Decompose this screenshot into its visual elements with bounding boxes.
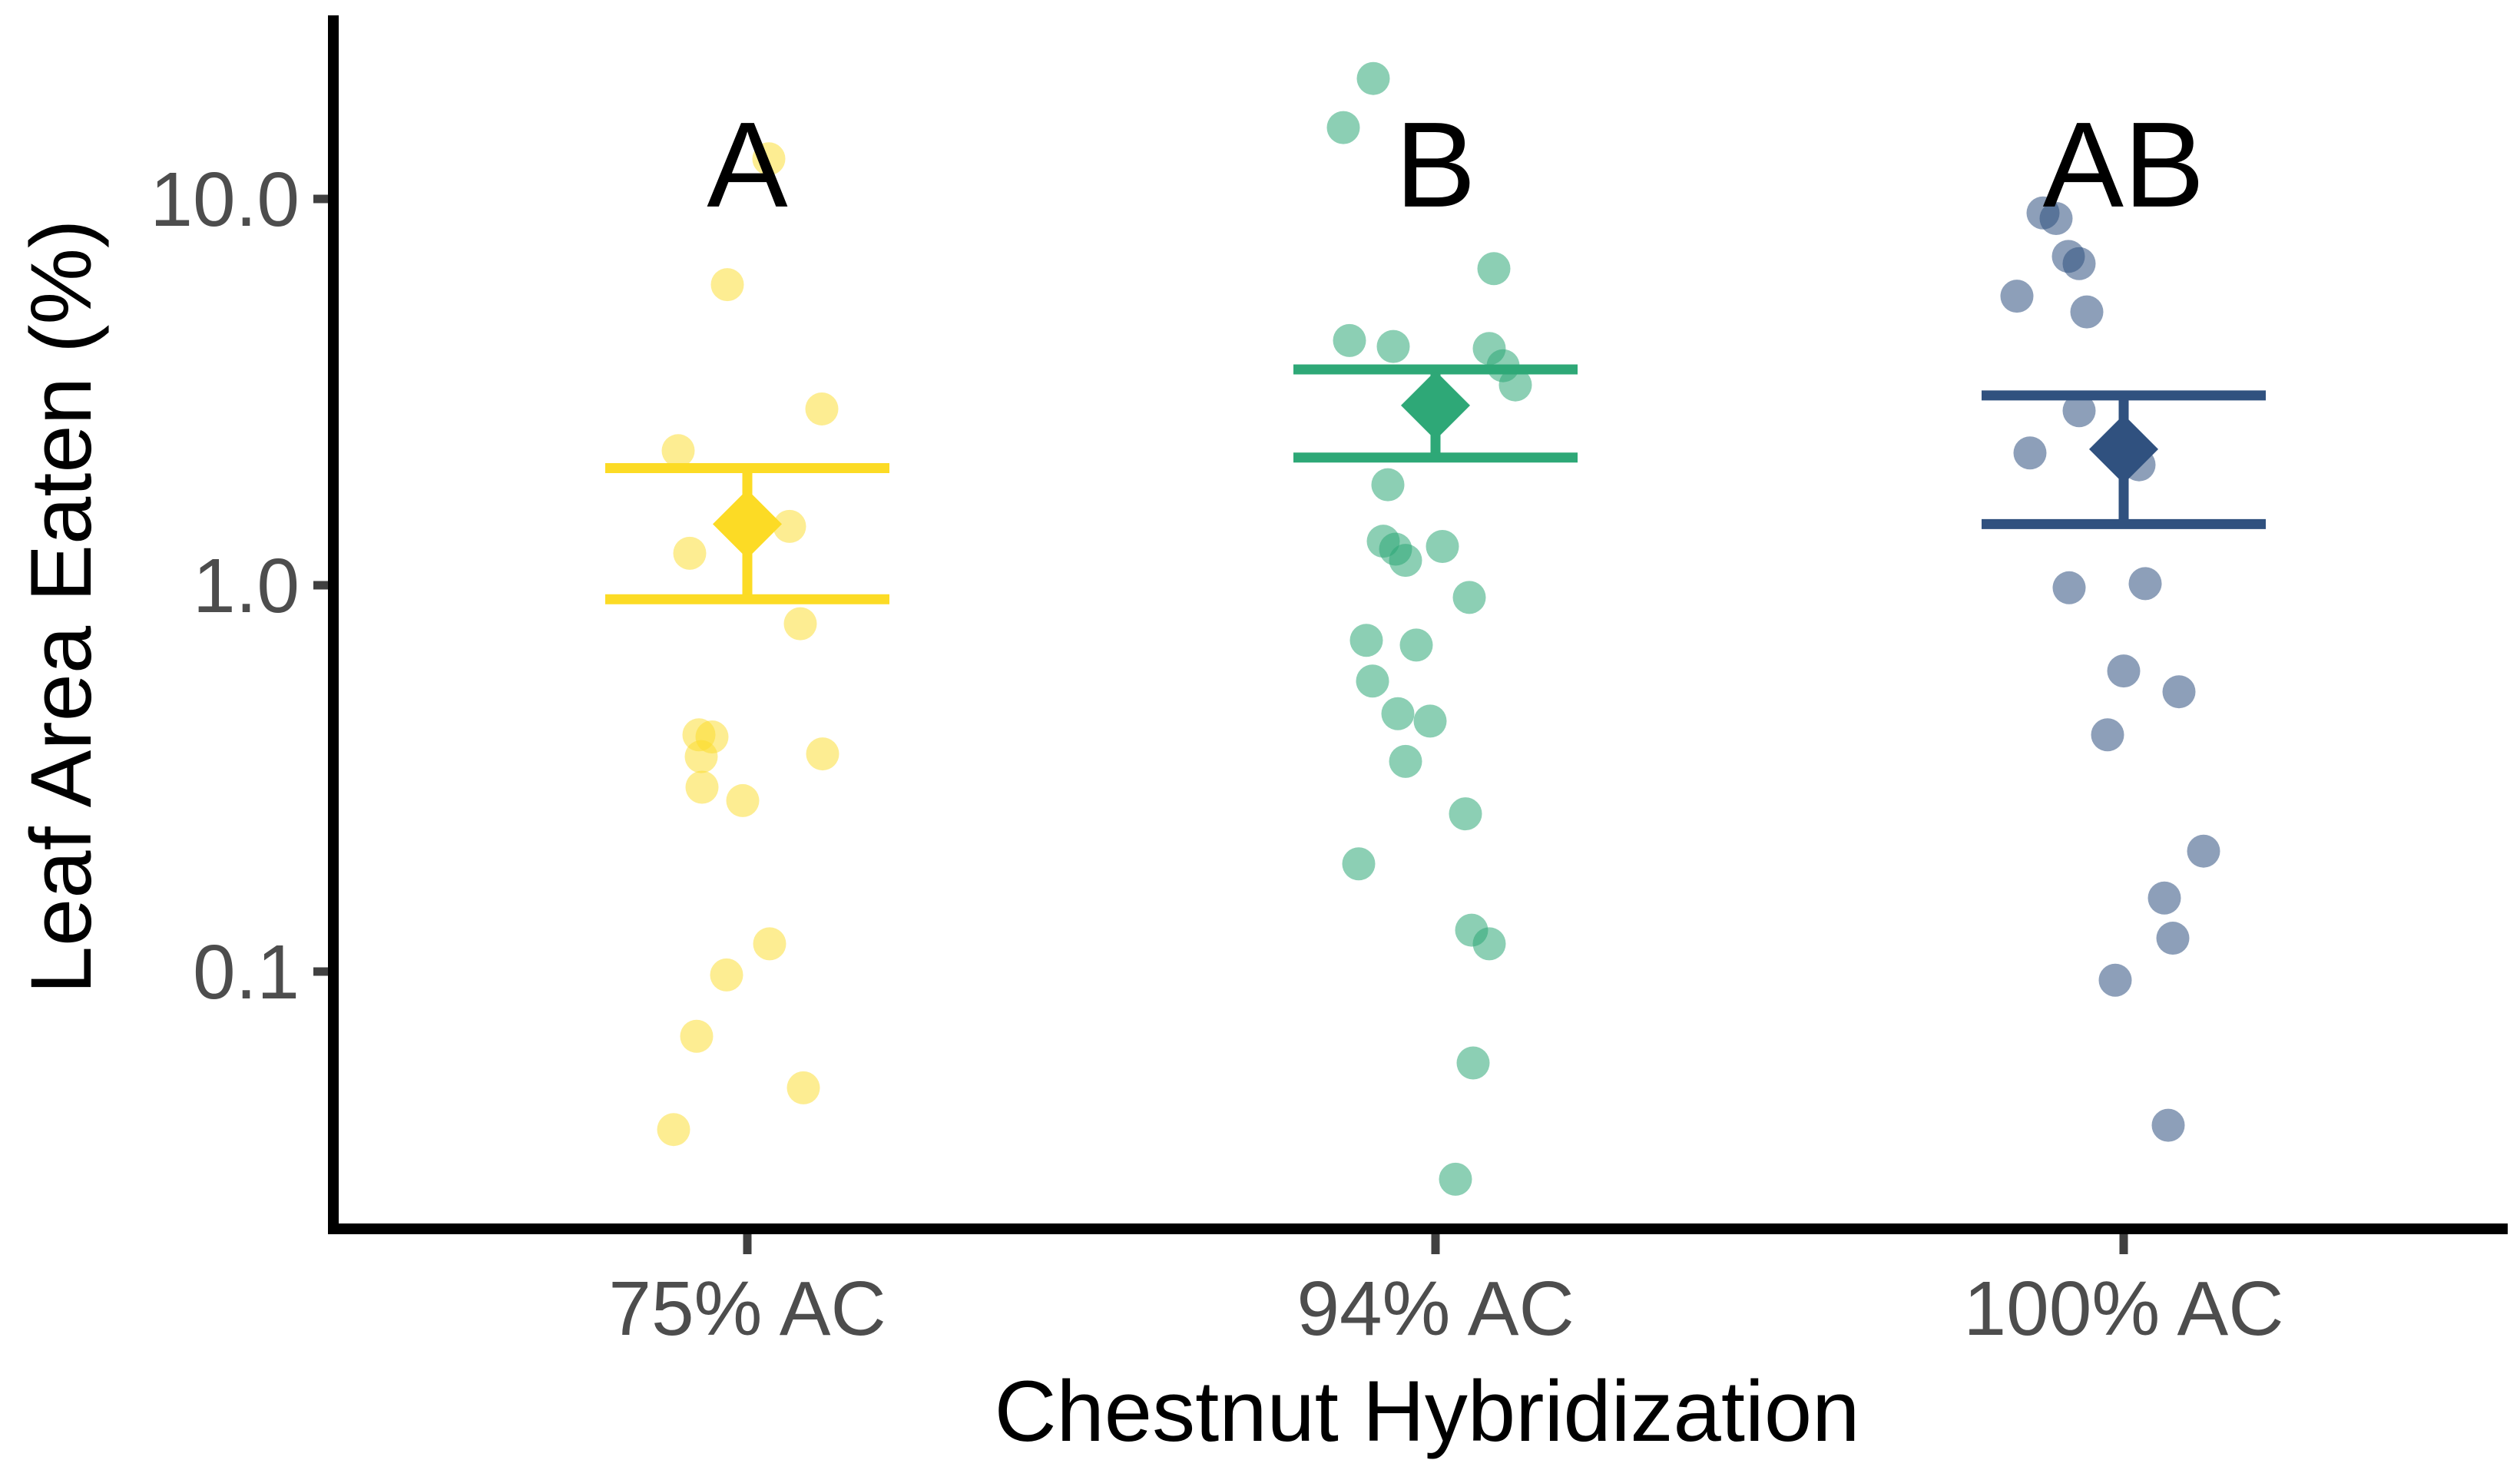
- data-point: [1472, 927, 1506, 961]
- data-point: [2013, 436, 2047, 470]
- x-tick-label-94% AC: 94% AC: [1296, 1266, 1574, 1352]
- data-point: [2098, 963, 2132, 997]
- mean-diamond: [2089, 414, 2158, 484]
- data-point: [1389, 744, 1422, 778]
- data-point: [2070, 295, 2104, 329]
- data-point: [752, 142, 786, 176]
- data-point: [710, 268, 744, 302]
- data-point: [1399, 628, 1433, 662]
- data-point: [1356, 664, 1389, 698]
- data-point: [1356, 61, 1390, 95]
- data-point: [773, 509, 806, 543]
- data-point: [753, 927, 786, 961]
- data-point: [685, 770, 719, 804]
- mean-diamond: [1401, 370, 1470, 440]
- significance-letter-A: A: [707, 98, 788, 233]
- data-point: [673, 536, 707, 570]
- data-point: [684, 740, 718, 773]
- data-point: [1449, 797, 1482, 831]
- data-point: [1349, 624, 1383, 657]
- data-point: [2052, 571, 2086, 604]
- axes-layer: 10.0 1.0 0.1 75% AC 94% AC 100% AC: [150, 15, 2508, 1352]
- data-point: [1389, 544, 1422, 578]
- data-point: [1371, 468, 1405, 502]
- x-axis-title: Chestnut Hybridization: [995, 1363, 1860, 1459]
- data-point: [2162, 675, 2196, 709]
- y-tick-label-10.0: 10.0: [150, 157, 300, 243]
- data-point: [1333, 323, 1366, 357]
- significance-letter-AB: AB: [2043, 98, 2205, 233]
- data-point: [657, 1113, 690, 1147]
- data-point: [783, 607, 817, 641]
- data-point: [2187, 834, 2220, 868]
- data-point: [1498, 368, 1532, 402]
- data-point: [680, 1019, 714, 1053]
- data-point: [1452, 581, 1486, 614]
- data-point: [1376, 329, 1410, 363]
- data-point: [2091, 718, 2124, 752]
- data-point: [661, 434, 695, 468]
- data-point: [1426, 530, 1459, 564]
- data-point: [2156, 922, 2190, 955]
- data-point: [2147, 881, 2181, 915]
- data-point: [1456, 1046, 1490, 1080]
- y-tick-label-1.0: 1.0: [193, 543, 300, 629]
- data-point: [2128, 567, 2162, 601]
- data-point: [1381, 697, 1415, 730]
- data-point: [1342, 847, 1376, 881]
- y-axis-title: Leaf Area Eaten (%): [13, 220, 109, 995]
- points-layer: [657, 61, 2220, 1196]
- data-point: [1439, 1162, 1472, 1196]
- data-point: [2000, 280, 2034, 313]
- data-point: [2107, 654, 2141, 688]
- data-point: [1477, 252, 1511, 286]
- data-point: [2151, 1108, 2185, 1142]
- data-point: [2062, 394, 2096, 428]
- data-point: [2062, 247, 2096, 280]
- data-point: [786, 1071, 820, 1104]
- data-point: [726, 783, 760, 817]
- data-point: [1326, 111, 1360, 144]
- letters-layer: A B AB: [707, 98, 2204, 233]
- significance-letter-B: B: [1395, 98, 1475, 233]
- data-point: [806, 737, 839, 771]
- data-point: [1413, 704, 1447, 738]
- data-point: [805, 392, 839, 425]
- data-point: [2039, 201, 2073, 235]
- x-tick-label-75% AC: 75% AC: [608, 1266, 886, 1352]
- mean-diamond: [713, 489, 782, 559]
- data-point: [710, 958, 743, 992]
- x-tick-label-100% AC: 100% AC: [1964, 1266, 2284, 1352]
- summary-layer: [605, 364, 2266, 604]
- y-tick-label-0.1: 0.1: [193, 929, 300, 1015]
